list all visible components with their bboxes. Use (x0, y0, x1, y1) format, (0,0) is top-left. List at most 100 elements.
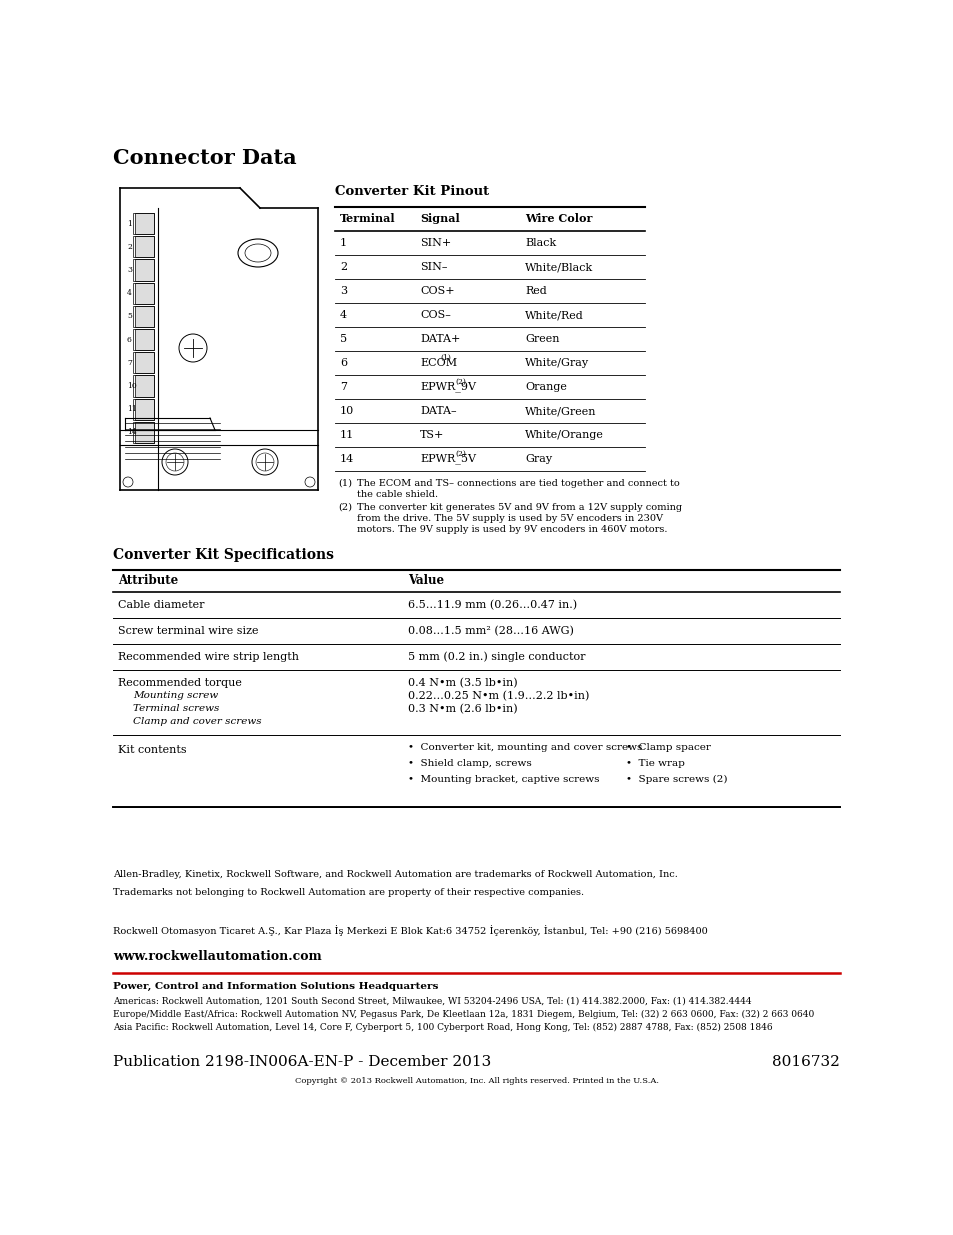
Bar (132, 375, 153, 396)
Text: TS+: TS+ (419, 430, 444, 440)
Text: 8016732: 8016732 (771, 1055, 840, 1070)
Text: 0.08…1.5 mm² (28…16 AWG): 0.08…1.5 mm² (28…16 AWG) (408, 626, 574, 636)
Text: 0.3 N•m (2.6 lb•in): 0.3 N•m (2.6 lb•in) (408, 704, 517, 714)
Text: Screw terminal wire size: Screw terminal wire size (118, 626, 258, 636)
Circle shape (123, 477, 132, 487)
Bar (132, 212, 153, 235)
FancyBboxPatch shape (135, 422, 153, 443)
Text: Terminal: Terminal (339, 214, 395, 225)
Text: 4: 4 (127, 289, 132, 298)
Text: Publication 2198-IN006A-EN-P - December 2013: Publication 2198-IN006A-EN-P - December … (112, 1055, 491, 1070)
Text: •  Converter kit, mounting and cover screws: • Converter kit, mounting and cover scre… (408, 743, 641, 752)
Text: Recommended wire strip length: Recommended wire strip length (118, 652, 298, 662)
Text: (2): (2) (337, 503, 352, 513)
Text: motors. The 9V supply is used by 9V encoders in 460V motors.: motors. The 9V supply is used by 9V enco… (356, 525, 667, 534)
Text: SIN–: SIN– (419, 262, 447, 272)
FancyBboxPatch shape (135, 236, 153, 257)
Text: (1): (1) (337, 479, 352, 488)
Bar (132, 329, 153, 351)
Text: •  Mounting bracket, captive screws: • Mounting bracket, captive screws (408, 776, 598, 784)
Text: 11: 11 (127, 405, 136, 414)
FancyBboxPatch shape (135, 212, 153, 235)
FancyBboxPatch shape (135, 352, 153, 373)
Text: 0.22…0.25 N•m (1.9…2.2 lb•in): 0.22…0.25 N•m (1.9…2.2 lb•in) (408, 692, 589, 701)
FancyBboxPatch shape (135, 283, 153, 304)
Text: COS+: COS+ (419, 287, 455, 296)
Text: Europe/Middle East/Africa: Rockwell Automation NV, Pegasus Park, De Kleetlaan 12: Europe/Middle East/Africa: Rockwell Auto… (112, 1010, 814, 1019)
Text: Connector Data: Connector Data (112, 148, 296, 168)
Bar (132, 422, 153, 443)
Text: White/Black: White/Black (524, 262, 593, 272)
FancyBboxPatch shape (135, 306, 153, 327)
Text: Red: Red (524, 287, 546, 296)
Text: COS–: COS– (419, 310, 451, 320)
FancyBboxPatch shape (135, 399, 153, 420)
Text: DATA+: DATA+ (419, 333, 460, 345)
Text: Power, Control and Information Solutions Headquarters: Power, Control and Information Solutions… (112, 982, 438, 990)
Text: Wire Color: Wire Color (524, 214, 592, 225)
Text: Terminal screws: Terminal screws (132, 704, 219, 713)
FancyBboxPatch shape (135, 329, 153, 351)
Text: White/Green: White/Green (524, 406, 596, 416)
Text: DATA–: DATA– (419, 406, 456, 416)
Text: 0.4 N•m (3.5 lb•in): 0.4 N•m (3.5 lb•in) (408, 678, 517, 688)
Text: (2): (2) (455, 378, 465, 387)
Text: 3: 3 (127, 266, 132, 274)
Bar (132, 283, 153, 304)
Text: Allen-Bradley, Kinetix, Rockwell Software, and Rockwell Automation are trademark: Allen-Bradley, Kinetix, Rockwell Softwar… (112, 869, 678, 879)
Text: Signal: Signal (419, 214, 459, 225)
Text: Orange: Orange (524, 382, 566, 391)
Text: SIN+: SIN+ (419, 238, 451, 248)
Circle shape (166, 453, 184, 471)
Circle shape (305, 477, 314, 487)
Text: •  Shield clamp, screws: • Shield clamp, screws (408, 760, 531, 768)
FancyBboxPatch shape (135, 375, 153, 396)
Text: Cable diameter: Cable diameter (118, 600, 204, 610)
Text: Attribute: Attribute (118, 574, 178, 588)
Text: White/Gray: White/Gray (524, 358, 589, 368)
Text: 14: 14 (339, 454, 354, 464)
Text: Americas: Rockwell Automation, 1201 South Second Street, Milwaukee, WI 53204-249: Americas: Rockwell Automation, 1201 Sout… (112, 997, 751, 1007)
Text: 11: 11 (339, 430, 354, 440)
Text: 2: 2 (339, 262, 347, 272)
Text: 10: 10 (339, 406, 354, 416)
Text: Asia Pacific: Rockwell Automation, Level 14, Core F, Cyberport 5, 100 Cyberport : Asia Pacific: Rockwell Automation, Level… (112, 1023, 772, 1032)
Circle shape (255, 453, 274, 471)
Text: Recommended torque: Recommended torque (118, 678, 242, 688)
Text: Kit contents: Kit contents (118, 745, 187, 755)
Ellipse shape (245, 245, 271, 262)
Text: 4: 4 (339, 310, 347, 320)
Text: 5 mm (0.2 in.) single conductor: 5 mm (0.2 in.) single conductor (408, 652, 585, 662)
Text: Value: Value (408, 574, 444, 588)
Circle shape (252, 450, 277, 475)
Ellipse shape (237, 240, 277, 267)
Text: EPWR_9V: EPWR_9V (419, 382, 476, 393)
Text: the cable shield.: the cable shield. (356, 490, 437, 499)
Bar (132, 259, 153, 280)
Text: The ECOM and TS– connections are tied together and connect to: The ECOM and TS– connections are tied to… (356, 479, 679, 488)
Text: 1: 1 (339, 238, 347, 248)
Text: Converter Kit Pinout: Converter Kit Pinout (335, 185, 489, 198)
Text: 14: 14 (127, 429, 136, 436)
Text: 5: 5 (339, 333, 347, 345)
Circle shape (179, 333, 207, 362)
Text: (1): (1) (439, 354, 451, 362)
Text: from the drive. The 5V supply is used by 5V encoders in 230V: from the drive. The 5V supply is used by… (356, 514, 662, 522)
Bar (132, 236, 153, 257)
Text: The converter kit generates 5V and 9V from a 12V supply coming: The converter kit generates 5V and 9V fr… (356, 503, 681, 513)
Text: ECOM: ECOM (419, 358, 456, 368)
Circle shape (162, 450, 188, 475)
Text: Mounting screw: Mounting screw (132, 692, 218, 700)
Text: Rockwell Otomasyon Ticaret A.Ş., Kar Plaza İş Merkezi E Blok Kat:6 34752 İçerenk: Rockwell Otomasyon Ticaret A.Ş., Kar Pla… (112, 925, 707, 936)
Text: Black: Black (524, 238, 556, 248)
Bar (132, 399, 153, 420)
Text: 5: 5 (127, 312, 132, 320)
Text: Green: Green (524, 333, 558, 345)
Text: 6: 6 (127, 336, 132, 343)
Text: 2: 2 (127, 243, 132, 251)
Text: 1: 1 (127, 220, 132, 227)
Text: 10: 10 (127, 382, 136, 390)
Text: Clamp and cover screws: Clamp and cover screws (132, 718, 261, 726)
Text: 6: 6 (339, 358, 347, 368)
Text: 6.5…11.9 mm (0.26…0.47 in.): 6.5…11.9 mm (0.26…0.47 in.) (408, 600, 577, 610)
